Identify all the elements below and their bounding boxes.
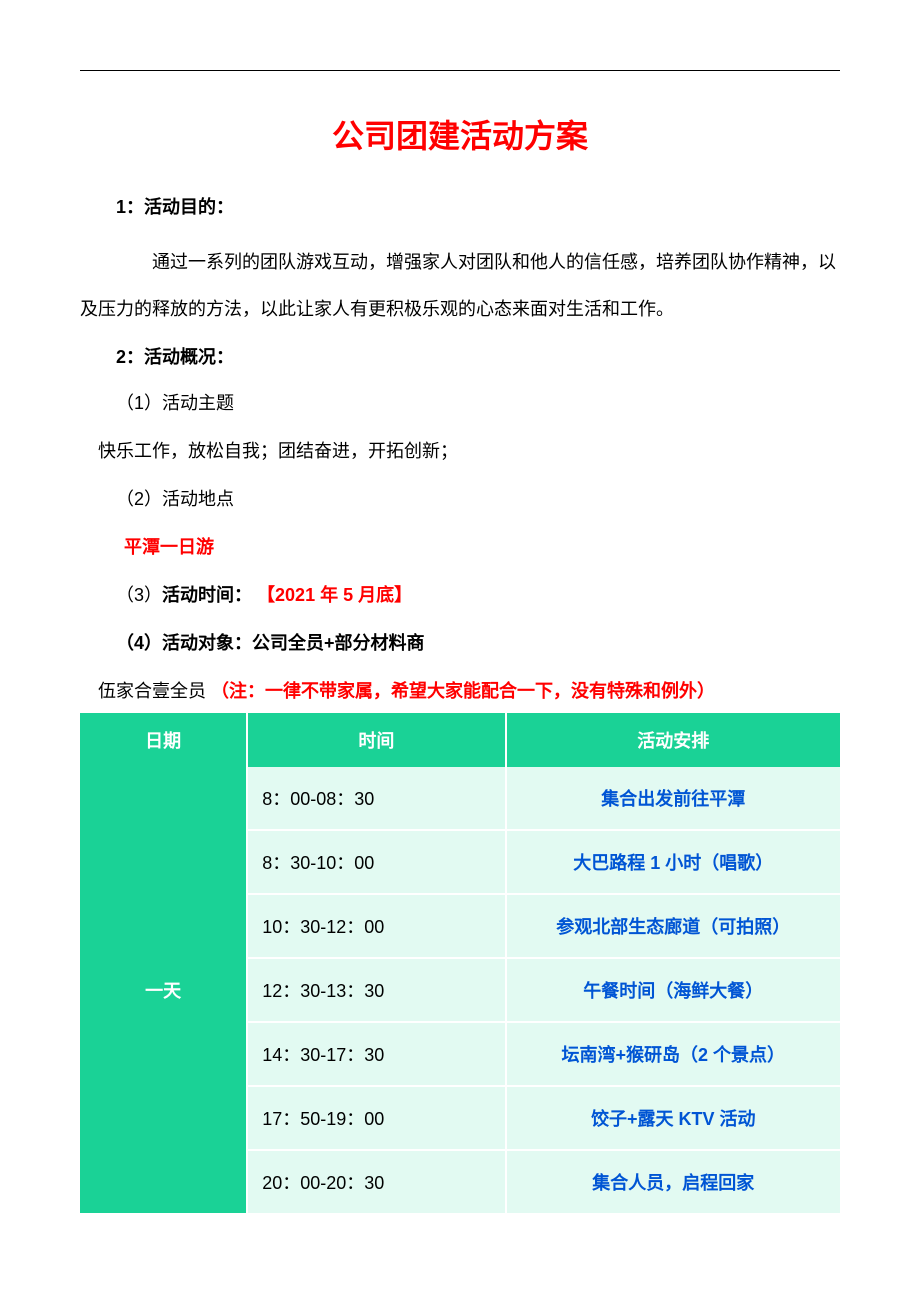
- top-rule: [80, 70, 840, 71]
- page-title: 公司团建活动方案: [80, 111, 840, 157]
- td-activity: 集合人员，启程回家: [506, 1150, 840, 1214]
- td-time: 10：30-12：00: [247, 894, 505, 958]
- td-time: 12：30-13：30: [247, 958, 505, 1022]
- note-red: （注：一律不带家属，希望大家能配合一下，没有特殊和例外）: [211, 681, 715, 701]
- td-time: 14：30-17：30: [247, 1022, 505, 1086]
- item-location-text: 平潭一日游: [80, 533, 840, 559]
- table-header-row: 日期 时间 活动安排: [80, 713, 840, 767]
- item-theme-text: 快乐工作，放松自我；团结奋进，开拓创新；: [80, 437, 840, 463]
- note-line: 伍家合壹全员 （注：一律不带家属，希望大家能配合一下，没有特殊和例外）: [80, 677, 840, 703]
- item-time-prefix: （3）: [116, 585, 162, 605]
- item-theme-label: （1）活动主题: [80, 389, 840, 415]
- item-participant: （4）活动对象：公司全员+部分材料商: [80, 629, 840, 655]
- th-activity: 活动安排: [506, 713, 840, 767]
- th-time: 时间: [247, 713, 505, 767]
- td-activity: 坛南湾+猴研岛（2 个景点）: [506, 1022, 840, 1086]
- td-activity: 午餐时间（海鲜大餐）: [506, 958, 840, 1022]
- td-activity: 大巴路程 1 小时（唱歌）: [506, 830, 840, 894]
- td-time: 20：00-20：30: [247, 1150, 505, 1214]
- td-activity: 饺子+露天 KTV 活动: [506, 1086, 840, 1150]
- note-prefix: 伍家合壹全员: [98, 681, 211, 701]
- item-time-line: （3）活动时间： 【2021 年 5 月底】: [80, 581, 840, 607]
- th-date: 日期: [80, 713, 247, 767]
- purpose-heading: 1：活动目的：: [80, 193, 840, 219]
- td-activity: 参观北部生态廊道（可拍照）: [506, 894, 840, 958]
- table-row: 一天 8：00-08：30 集合出发前往平潭: [80, 767, 840, 830]
- td-time: 8：00-08：30: [247, 767, 505, 830]
- purpose-text-content: 通过一系列的团队游戏互动，增强家人对团队和他人的信任感，培养团队协作精神，以及压…: [80, 252, 836, 319]
- td-time: 8：30-10：00: [247, 830, 505, 894]
- schedule-table: 日期 时间 活动安排 一天 8：00-08：30 集合出发前往平潭 8：30-1…: [80, 713, 840, 1215]
- item-time-value: 【2021 年 5 月底】: [257, 585, 412, 605]
- overview-heading: 2：活动概况：: [80, 343, 840, 369]
- td-activity: 集合出发前往平潭: [506, 767, 840, 830]
- item-time-label: 活动时间：: [162, 585, 252, 605]
- item-location-label: （2）活动地点: [80, 485, 840, 511]
- td-time: 17：50-19：00: [247, 1086, 505, 1150]
- td-date: 一天: [80, 767, 247, 1214]
- purpose-text: 通过一系列的团队游戏互动，增强家人对团队和他人的信任感，培养团队协作精神，以及压…: [80, 239, 840, 333]
